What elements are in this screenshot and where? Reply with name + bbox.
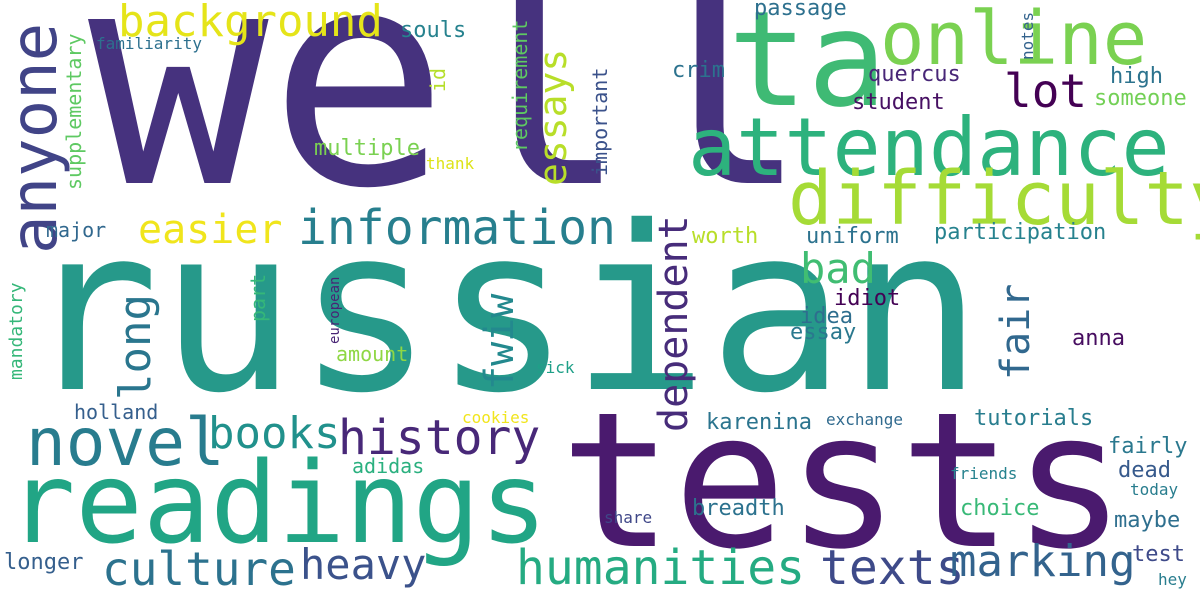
word-crim: crim <box>672 58 725 83</box>
word-difficulty: difficulty <box>788 156 1200 242</box>
word-holland: holland <box>74 400 159 424</box>
word-participation: participation <box>934 220 1107 245</box>
word-supplementary: supplementary <box>62 33 86 190</box>
word-fairly: fairly <box>1108 434 1188 459</box>
word-readings: readings <box>8 439 548 569</box>
word-online: online <box>880 0 1148 82</box>
word-requirement: requirement <box>508 19 532 152</box>
word-history: history <box>338 410 541 466</box>
word-mandatory: mandatory <box>6 282 27 380</box>
word-information: information <box>298 200 616 256</box>
word-share: share <box>604 508 653 527</box>
word-multiple: multiple <box>314 136 420 161</box>
word-breadth: breadth <box>692 496 785 521</box>
word-worth: worth <box>692 224 759 249</box>
word-european: european <box>327 276 343 344</box>
word-today: today <box>1130 480 1179 499</box>
word-souls: souls <box>400 18 467 43</box>
word-karenina: karenina <box>706 410 812 435</box>
word-id: id <box>426 67 450 92</box>
word-idiot: idiot <box>834 286 901 311</box>
word-cookies: cookies <box>462 408 530 427</box>
word-dead: dead <box>1118 458 1171 483</box>
word-dependent: dependent <box>651 215 697 432</box>
word-well: well <box>88 0 811 254</box>
word-longer: longer <box>4 550 84 575</box>
word-fair: fair <box>993 283 1039 380</box>
word-maybe: maybe <box>1114 508 1181 533</box>
word-sick: sick <box>536 358 575 377</box>
word-someone: someone <box>1094 86 1187 111</box>
word-thank: thank <box>426 154 475 173</box>
word-bad: bad <box>800 244 876 293</box>
word-books: books <box>208 408 341 459</box>
word-friends: friends <box>950 464 1018 483</box>
word-essay: essay <box>790 320 857 345</box>
word-culture: culture <box>102 542 296 596</box>
word-uniform: uniform <box>806 224 899 249</box>
word-novel: novel <box>26 404 225 481</box>
word-idea: idea <box>800 304 853 329</box>
word-major: major <box>46 218 107 242</box>
word-attendance: attendance <box>688 101 1170 194</box>
word-ta: ta <box>728 0 887 137</box>
word-notes: notes <box>1018 11 1037 60</box>
word-student: student <box>852 90 945 115</box>
word-test: test <box>1132 542 1185 567</box>
word-quercus: quercus <box>868 62 961 87</box>
word-easier: easier <box>138 207 283 253</box>
word-russian: russian <box>22 177 983 443</box>
word-long: long <box>110 294 161 400</box>
word-tutorials: tutorials <box>974 406 1094 431</box>
word-lot: lot <box>1004 64 1088 118</box>
word-fwiw: fwiw <box>477 293 523 390</box>
word-texts: texts <box>820 540 965 596</box>
word-amount: amount <box>336 342 409 366</box>
word-passage: passage <box>754 0 847 21</box>
word-anna: anna <box>1072 326 1125 351</box>
word-familiarity: familiarity <box>96 34 202 53</box>
word-marking: marking <box>950 536 1136 587</box>
word-hey: hey <box>1158 570 1187 589</box>
word-background: background <box>118 0 383 47</box>
word-choice: choice <box>960 496 1040 521</box>
word-high: high <box>1110 64 1163 89</box>
word-heavy: heavy <box>300 540 427 589</box>
word-humanities: humanities <box>516 540 805 596</box>
word-tests: tests <box>560 372 1126 591</box>
word-essays: essays <box>531 48 575 186</box>
word-important: important <box>588 67 612 176</box>
word-part: part <box>246 273 270 322</box>
word-exchange: exchange <box>826 410 904 429</box>
word-adidas: adidas <box>352 454 425 478</box>
